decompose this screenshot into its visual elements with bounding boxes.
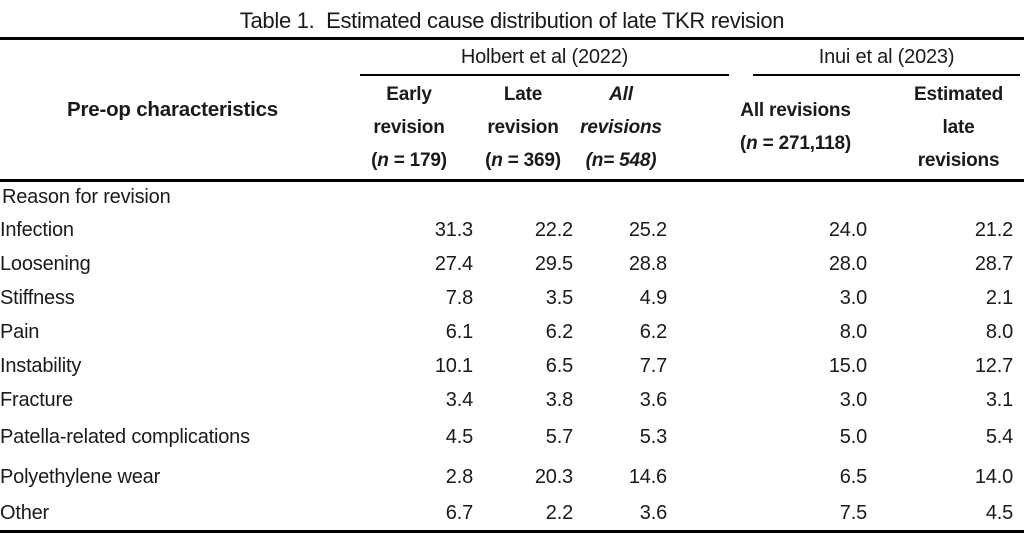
section-row: Reason for revision — [0, 181, 1024, 214]
group-header-holbert: Holbert et al (2022) — [345, 39, 729, 76]
value-cell: 6.5 — [545, 355, 573, 377]
value-cell: 5.7 — [545, 426, 573, 448]
value-cell: 21.2 — [974, 219, 1014, 241]
row-label: Reason for revision — [2, 186, 171, 209]
value-cell: 28.0 — [828, 253, 867, 275]
column-header-line: Early — [386, 83, 432, 105]
row-label: Infection — [0, 219, 74, 241]
value-cell: 5.3 — [639, 426, 667, 448]
table-header: Pre-op characteristics Holbert et al (20… — [0, 38, 1024, 182]
value-cell: 28.8 — [628, 253, 667, 275]
value-cell: 14.6 — [628, 466, 667, 488]
value-cell: 5.0 — [839, 426, 867, 448]
value-cell: 2.2 — [545, 502, 573, 525]
value-cell: 6.1 — [445, 321, 473, 343]
column-header-line: revisions — [580, 116, 662, 138]
value-cell: 6.7 — [445, 502, 473, 525]
group-label-inui: Inui et al (2023) — [753, 45, 1021, 76]
row-label: Pain — [0, 321, 40, 343]
value-cell: 4.9 — [639, 287, 667, 309]
value-cell: 3.6 — [639, 389, 667, 411]
value-cell: 27.4 — [434, 253, 473, 275]
value-cell: 20.3 — [534, 466, 573, 488]
value-cell: 10.1 — [434, 355, 473, 377]
column-header-all-revisions-holbert: All revisions (n= 548) — [573, 75, 669, 182]
column-header-line: All revisions — [740, 100, 851, 122]
row-label: Fracture — [0, 389, 73, 411]
group-header-row: Pre-op characteristics Holbert et al (20… — [0, 38, 1024, 182]
value-cell: 3.6 — [639, 502, 667, 525]
value-cell: 15.0 — [828, 355, 867, 377]
value-cell: 7.7 — [639, 355, 667, 377]
value-cell: 8.0 — [839, 321, 867, 343]
table-row: Instability 10.1 6.5 7.7 15.0 12.7 — [0, 350, 1024, 384]
row-label: Patella-related complications — [0, 426, 250, 448]
column-header-line: late — [942, 116, 975, 138]
column-header-line: Late — [503, 83, 543, 105]
stub-header: Pre-op characteristics — [0, 38, 345, 182]
value-cell: 3.4 — [445, 389, 473, 411]
table-row: Infection 31.3 22.2 25.2 24.0 21.2 — [0, 214, 1024, 248]
value-cell: 22.2 — [534, 219, 573, 241]
value-cell: 4.5 — [445, 426, 473, 448]
value-cell: 3.8 — [545, 389, 573, 411]
value-cell: 25.2 — [628, 219, 667, 241]
value-cell: 2.8 — [445, 466, 473, 488]
column-header-line: revision — [373, 116, 445, 138]
group-label-holbert: Holbert et al (2022) — [360, 45, 729, 76]
table-row: Other 6.7 2.2 3.6 7.5 4.5 — [0, 498, 1024, 532]
column-header-line: (n= 548) — [585, 149, 657, 171]
data-table: Pre-op characteristics Holbert et al (20… — [0, 37, 1024, 533]
value-cell: 4.5 — [985, 502, 1014, 525]
table-row: Fracture 3.4 3.8 3.6 3.0 3.1 — [0, 384, 1024, 418]
value-cell: 5.4 — [985, 426, 1014, 448]
row-label: Stiffness — [0, 287, 75, 309]
value-cell: 3.5 — [545, 287, 573, 309]
table-body: Reason for revision Infection 31.3 22.2 25.2… — [0, 181, 1024, 532]
value-cell: 28.7 — [974, 253, 1014, 275]
value-cell: 6.5 — [839, 466, 867, 488]
value-cell: 7.5 — [839, 502, 867, 525]
column-header-line: (n = 179) — [371, 149, 447, 171]
column-header-line: revisions — [917, 149, 1000, 171]
value-cell: 6.2 — [639, 321, 667, 343]
value-cell: 12.7 — [974, 355, 1014, 377]
column-header-estimated-late-revisions: Estimated late revisions — [867, 75, 1024, 182]
row-label: Loosening — [0, 253, 91, 275]
table-row: Loosening 27.4 29.5 28.8 28.0 28.7 — [0, 248, 1024, 282]
column-header-line: (n = 369) — [485, 149, 561, 171]
stub-header-label: Pre-op characteristics — [67, 97, 278, 121]
value-cell: 3.0 — [839, 287, 867, 309]
value-cell: 31.3 — [434, 219, 473, 241]
column-header-line: All — [609, 83, 633, 105]
value-cell: 8.0 — [985, 321, 1014, 343]
row-label: Other — [0, 502, 50, 525]
column-header-line: (n = 271,118) — [740, 133, 851, 155]
column-header-early-revision: Early revision (n = 179) — [345, 75, 473, 182]
column-header-all-revisions-inui: All revisions (n = 271,118) — [669, 75, 867, 182]
table-row: Stiffness 7.8 3.5 4.9 3.0 2.1 — [0, 282, 1024, 316]
column-header-row: Early revision (n = 179) Late revision (n = 3… — [0, 75, 1024, 182]
column-header-line: revision — [487, 116, 559, 138]
table-row: Polyethylene wear 2.8 20.3 14.6 6.5 14.0 — [0, 458, 1024, 498]
value-cell: 3.0 — [839, 389, 867, 411]
value-cell: 24.0 — [828, 219, 867, 241]
value-cell: 3.1 — [985, 389, 1014, 411]
row-label: Instability — [0, 355, 82, 377]
value-cell: 7.8 — [445, 287, 473, 309]
column-header-line: Estimated — [914, 83, 1004, 105]
value-cell: 6.2 — [545, 321, 573, 343]
column-header-late-revision: Late revision (n = 369) — [473, 75, 573, 182]
value-cell: 14.0 — [974, 466, 1014, 488]
value-cell: 2.1 — [985, 287, 1014, 309]
row-label: Polyethylene wear — [0, 466, 161, 488]
value-cell: 29.5 — [534, 253, 573, 275]
table-title: Table 1. Estimated cause distribution of… — [239, 8, 785, 33]
group-header-inui: Inui et al (2023) — [669, 39, 1024, 76]
table-row: Pain 6.1 6.2 6.2 8.0 8.0 — [0, 316, 1024, 350]
table-row: Patella-related complications 4.5 5.7 5.3 5.… — [0, 418, 1024, 458]
